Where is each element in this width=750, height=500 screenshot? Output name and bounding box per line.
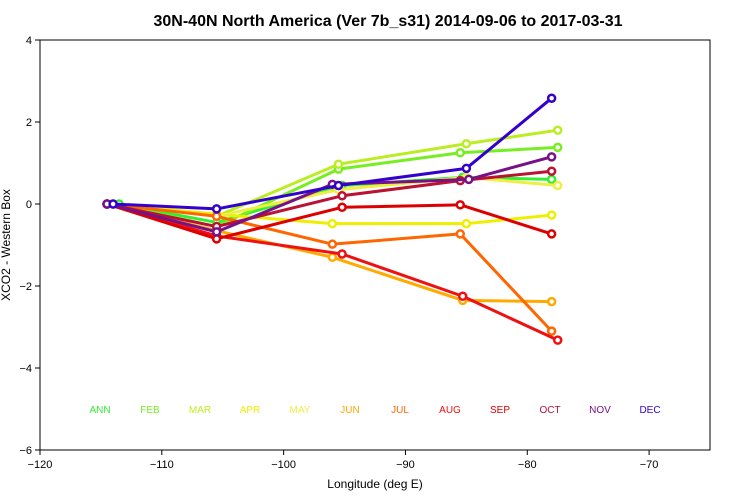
legend-item-jun: JUN [340, 405, 359, 416]
y-axis-label: XCO2 - Western Box [0, 189, 13, 301]
data-point [327, 218, 338, 229]
legend-item-oct: OCT [539, 405, 560, 416]
chart-title: 30N-40N North America (Ver 7b_s31) 2014-… [154, 13, 623, 30]
data-point [552, 125, 563, 135]
y-tick-label: −4 [19, 363, 32, 375]
data-point [464, 174, 474, 185]
data-point [337, 191, 347, 201]
x-axis-label: Longitude (deg E) [327, 477, 422, 491]
legend-item-apr: APR [240, 405, 261, 416]
legend-item-ann: ANN [89, 405, 110, 416]
data-point [546, 174, 557, 185]
legend-item-mar: MAR [189, 405, 211, 416]
y-tick-label: 2 [26, 117, 32, 129]
series-dec [108, 93, 557, 214]
x-tick-label: −70 [640, 459, 659, 471]
x-tick-label: −100 [271, 459, 296, 471]
data-point [333, 180, 344, 191]
data-point [546, 296, 557, 307]
data-point [546, 326, 557, 336]
legend-item-feb: FEB [140, 405, 160, 416]
legend-item-aug: AUG [439, 405, 461, 416]
data-point [461, 138, 472, 149]
y-tick-label: −6 [19, 445, 32, 457]
series-nov [102, 152, 557, 237]
data-point [455, 148, 466, 158]
legend: ANN FEB MAR APR MAY JUN JUL AUG SEP OCT NOV DEC [89, 405, 660, 416]
y-axis: −6 −4 −2 0 2 4 [19, 35, 40, 457]
data-point [552, 335, 563, 345]
legend-item-may: MAY [290, 405, 311, 416]
y-tick-label: −2 [19, 281, 32, 293]
data-point [546, 152, 557, 162]
data-point [546, 229, 557, 239]
data-point [546, 166, 557, 176]
y-tick-label: 0 [26, 199, 32, 211]
x-tick-label: −80 [518, 459, 537, 471]
data-point [546, 93, 557, 103]
legend-item-sep: SEP [490, 405, 510, 416]
legend-item-nov: NOV [589, 405, 611, 416]
data-point [108, 199, 118, 209]
x-axis: −120 −110 −100 −90 −80 −70 [28, 450, 659, 471]
data-point [337, 202, 347, 213]
data-point [211, 211, 222, 222]
data-point [211, 204, 222, 214]
x-tick-label: −120 [28, 459, 53, 471]
legend-item-jul: JUL [391, 405, 409, 416]
legend-item-dec: DEC [639, 405, 660, 416]
data-point [327, 239, 338, 249]
plot-area-frame [39, 39, 711, 451]
y-tick-label: 4 [26, 35, 32, 47]
data-point [461, 218, 472, 229]
series-group [102, 93, 563, 345]
data-point [457, 291, 468, 301]
data-point [552, 142, 563, 153]
series-line [106, 169, 552, 229]
data-point [327, 252, 338, 263]
data-point [546, 210, 557, 220]
x-tick-label: −90 [396, 459, 415, 471]
data-point [333, 159, 344, 169]
data-point [455, 229, 466, 239]
data-point [455, 200, 466, 210]
data-point [211, 227, 222, 237]
x-tick-label: −110 [150, 459, 174, 471]
data-point [337, 249, 347, 259]
data-point [461, 163, 472, 174]
data-point [552, 180, 563, 191]
